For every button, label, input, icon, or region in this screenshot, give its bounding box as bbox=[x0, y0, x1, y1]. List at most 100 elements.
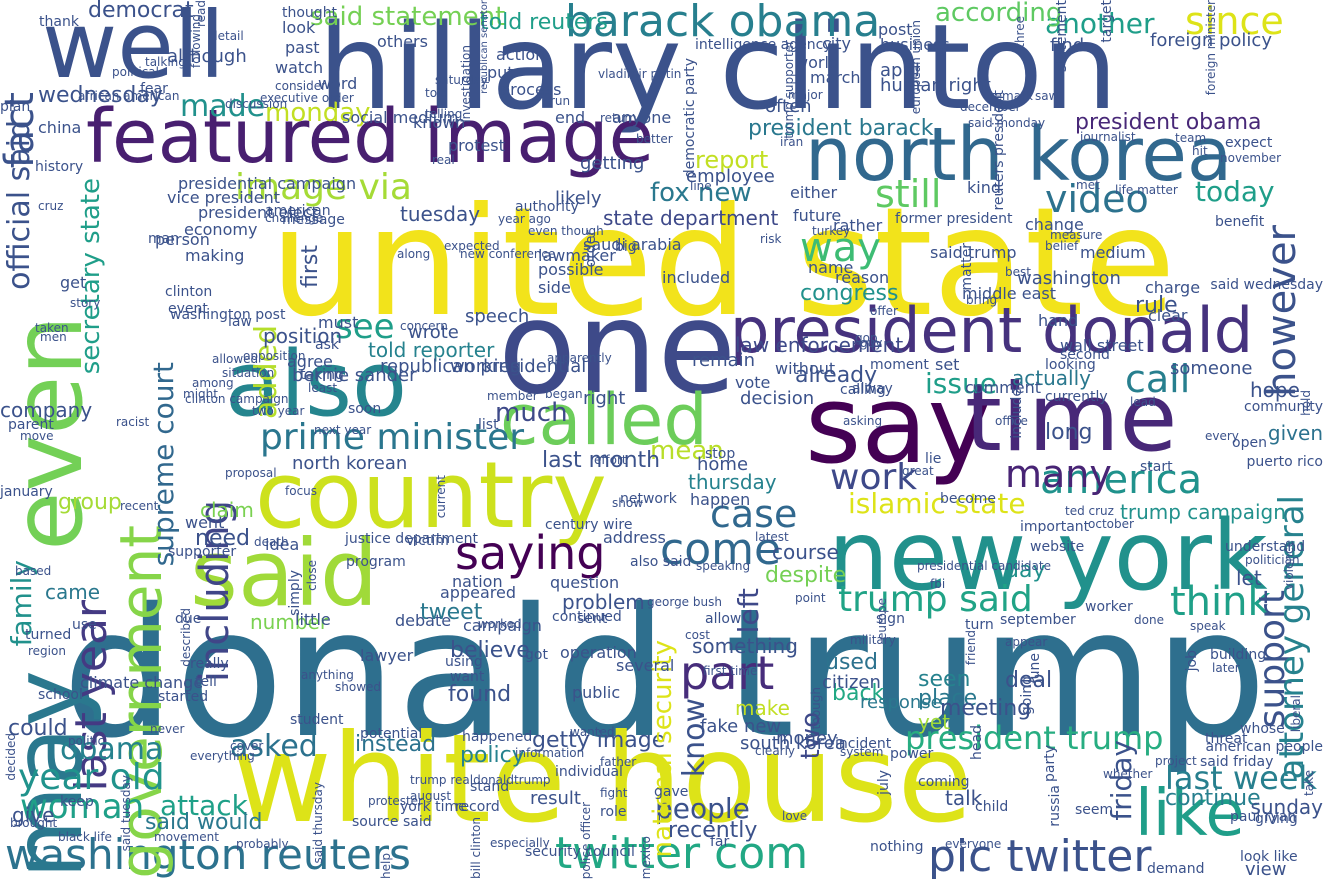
cloud-word: america bbox=[1040, 457, 1203, 503]
cloud-word: opposition bbox=[243, 349, 306, 363]
cloud-word: although bbox=[167, 46, 247, 67]
cloud-word: already bbox=[795, 363, 878, 388]
cloud-word: well bbox=[42, 0, 225, 99]
cloud-word: position bbox=[263, 324, 343, 348]
cloud-word: power bbox=[890, 746, 934, 762]
cloud-word: likely bbox=[555, 188, 602, 209]
cloud-word: said would bbox=[145, 810, 263, 835]
cloud-word: day bbox=[1005, 558, 1046, 583]
cloud-word: parent bbox=[8, 417, 54, 433]
cloud-word: next year bbox=[314, 423, 372, 437]
cloud-word: deal bbox=[1005, 668, 1053, 693]
cloud-word: response bbox=[860, 692, 942, 713]
cloud-word: source said bbox=[352, 814, 432, 830]
cloud-word: party bbox=[1042, 745, 1058, 782]
cloud-word: europe bbox=[875, 598, 889, 640]
cloud-word: change bbox=[1025, 215, 1084, 234]
cloud-word: statement bbox=[1054, 0, 1070, 73]
cloud-word: stand bbox=[470, 779, 510, 795]
cloud-word: justice department bbox=[345, 531, 479, 547]
cloud-word: building bbox=[1210, 647, 1267, 663]
cloud-word: used bbox=[825, 650, 878, 675]
cloud-word: set bbox=[935, 355, 960, 374]
cloud-word: first time bbox=[703, 664, 758, 678]
cloud-word: intelligence agency bbox=[695, 37, 832, 53]
cloud-word: one bbox=[498, 274, 737, 423]
cloud-word: featured image bbox=[86, 94, 655, 180]
cloud-word: turkey bbox=[812, 224, 851, 238]
cloud-word: reason bbox=[835, 268, 890, 287]
cloud-word: political bbox=[112, 65, 159, 79]
cloud-word: former president bbox=[895, 211, 1013, 227]
cloud-word: pic twitter bbox=[928, 831, 1152, 879]
cloud-word: however bbox=[1259, 225, 1305, 397]
cloud-word: social medium bbox=[342, 108, 459, 127]
cloud-word: protest bbox=[448, 136, 505, 155]
cloud-word: speak bbox=[1190, 619, 1226, 633]
cloud-word: idea bbox=[265, 535, 300, 554]
cloud-word: charge bbox=[1145, 278, 1201, 297]
cloud-word: new york bbox=[828, 500, 1268, 612]
cloud-word: decided bbox=[4, 733, 18, 781]
cloud-word: bill clinton bbox=[469, 817, 483, 879]
cloud-word: child bbox=[975, 799, 1009, 815]
cloud-word: public bbox=[572, 683, 621, 702]
cloud-word: giving bbox=[1255, 811, 1298, 827]
cloud-word: police officer bbox=[579, 801, 593, 879]
cloud-word: found bbox=[448, 682, 512, 707]
cloud-word: great bbox=[902, 464, 934, 478]
cloud-word: especially bbox=[490, 836, 550, 850]
cloud-word: life matter bbox=[1115, 183, 1178, 197]
cloud-word: president elect bbox=[198, 203, 318, 222]
cloud-word: role bbox=[600, 804, 627, 820]
cloud-word: barack obama bbox=[565, 0, 881, 47]
cloud-word: detail bbox=[210, 29, 244, 43]
cloud-word: system bbox=[840, 745, 884, 759]
cloud-word: demand bbox=[1147, 861, 1205, 877]
cloud-word: action bbox=[496, 45, 546, 64]
cloud-word: russia bbox=[1047, 785, 1063, 827]
cloud-word: expect bbox=[1225, 135, 1273, 151]
cloud-word: since bbox=[1185, 0, 1284, 43]
cloud-word: allow bbox=[705, 611, 742, 627]
cloud-word: instead bbox=[355, 732, 437, 757]
cloud-word: come bbox=[660, 524, 782, 575]
cloud-word: liberal bbox=[1289, 695, 1303, 733]
cloud-word: hope bbox=[1250, 378, 1300, 402]
cloud-word: part bbox=[680, 646, 775, 700]
cloud-word: clinton bbox=[165, 284, 213, 300]
cloud-word: north korean bbox=[292, 453, 408, 474]
cloud-word: without bbox=[775, 359, 836, 378]
cloud-word: prime minister bbox=[260, 417, 525, 458]
cloud-word: also said bbox=[630, 554, 692, 570]
cloud-word: century wire bbox=[545, 517, 633, 533]
cloud-word: donald trump bbox=[62, 570, 1267, 777]
cloud-word: supporter bbox=[168, 544, 237, 560]
cloud-word: human right bbox=[880, 75, 991, 96]
cloud-word: according bbox=[935, 0, 1063, 28]
cloud-word: long bbox=[1045, 420, 1093, 445]
cloud-word: continue bbox=[1165, 786, 1261, 811]
cloud-word: simply bbox=[287, 570, 303, 616]
cloud-word: everything bbox=[190, 749, 255, 763]
cloud-word: office bbox=[995, 414, 1028, 428]
cloud-word: report bbox=[695, 146, 769, 174]
cloud-word: give bbox=[12, 803, 55, 827]
cloud-word: official said bbox=[2, 120, 37, 290]
cloud-word: whose bbox=[1240, 721, 1285, 737]
cloud-word: along bbox=[397, 247, 431, 261]
cloud-word: currently bbox=[1045, 389, 1108, 405]
cloud-word: major bbox=[788, 88, 823, 102]
cloud-word: based bbox=[15, 564, 52, 578]
cloud-word: executive order bbox=[260, 91, 354, 105]
cloud-word: want bbox=[450, 669, 485, 685]
cloud-word: authority bbox=[515, 199, 579, 215]
cloud-word: story bbox=[70, 296, 101, 310]
cloud-word: open bbox=[1232, 435, 1267, 451]
cloud-word: presidential campaign bbox=[178, 174, 357, 193]
cloud-word: rather bbox=[833, 216, 883, 235]
cloud-word: group bbox=[58, 490, 122, 515]
cloud-word: black life bbox=[58, 830, 112, 844]
cloud-word: place bbox=[918, 686, 978, 711]
cloud-word: december bbox=[960, 100, 1021, 114]
